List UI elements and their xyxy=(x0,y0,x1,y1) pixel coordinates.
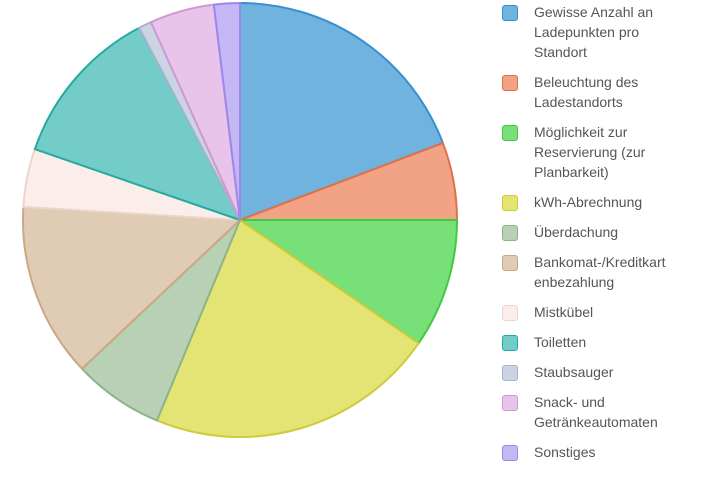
legend-item-ladepunkte[interactable]: Gewisse Anzahl an Ladepunkten pro Standort xyxy=(502,2,704,62)
legend-label: Möglichkeit zur Reservierung (zur Planbark… xyxy=(534,124,646,180)
legend-swatch xyxy=(502,195,518,211)
legend-label: Toiletten xyxy=(534,334,587,350)
legend-label: Mistkübel xyxy=(534,304,594,320)
pie-slice-gewisse-anzahl-an-ladepunkten-pro-standort[interactable] xyxy=(239,2,444,221)
legend-item-kwh-abrechnung[interactable]: kWh-Abrechnung xyxy=(502,192,704,212)
legend-label: Snack- und Getränkeautomaten xyxy=(534,394,658,430)
pie-slice-sonstiges[interactable] xyxy=(212,2,241,221)
legend-swatch xyxy=(502,125,518,141)
legend-item-staubsauger[interactable]: Staubsauger xyxy=(502,362,704,382)
legend-swatch xyxy=(502,445,518,461)
legend-label: Staubsauger xyxy=(534,364,614,380)
legend-swatch xyxy=(502,335,518,351)
legend-swatch xyxy=(502,75,518,91)
legend-item-sonstiges[interactable]: Sonstiges xyxy=(502,442,704,462)
legend-item-beleuchtung[interactable]: Beleuchtung des Ladestandorts xyxy=(502,72,704,112)
pie-slice-m-glichkeit-zur-reservierung-zur-planbarkeit[interactable] xyxy=(239,219,458,345)
legend-item-reservierung[interactable]: Möglichkeit zur Reservierung (zur Planbark… xyxy=(502,122,704,182)
legend-item-toiletten[interactable]: Toiletten xyxy=(502,332,704,352)
legend-swatch xyxy=(502,305,518,321)
legend-swatch xyxy=(502,365,518,381)
pie-slice-kwh-abrechnung[interactable] xyxy=(155,219,420,438)
legend-label: Sonstiges xyxy=(534,444,596,460)
legend-item-snackautomaten[interactable]: Snack- und Getränkeautomaten xyxy=(502,392,704,432)
legend-label: Überdachung xyxy=(534,224,619,240)
legend-swatch xyxy=(502,5,518,21)
pie-slice-bankomat-kreditkartenbezahlung[interactable] xyxy=(22,205,241,370)
legend-swatch xyxy=(502,255,518,271)
legend-item-mistkuebel[interactable]: Mistkübel xyxy=(502,302,704,322)
legend-item-ueberdachung[interactable]: Überdachung xyxy=(502,222,704,242)
legend-label: Beleuchtung des Ladestandorts xyxy=(534,74,639,110)
legend-swatch xyxy=(502,395,518,411)
legend-swatch xyxy=(502,225,518,241)
pie-slice-toiletten[interactable] xyxy=(33,26,241,221)
legend-label: kWh-Abrechnung xyxy=(534,194,643,210)
legend-item-bankomat[interactable]: Bankomat-/Kreditkart enbezahlung xyxy=(502,252,704,292)
legend-label: Gewisse Anzahl an Ladepunkten pro Standort xyxy=(534,4,654,60)
legend-label: Bankomat-/Kreditkart enbezahlung xyxy=(534,254,666,290)
